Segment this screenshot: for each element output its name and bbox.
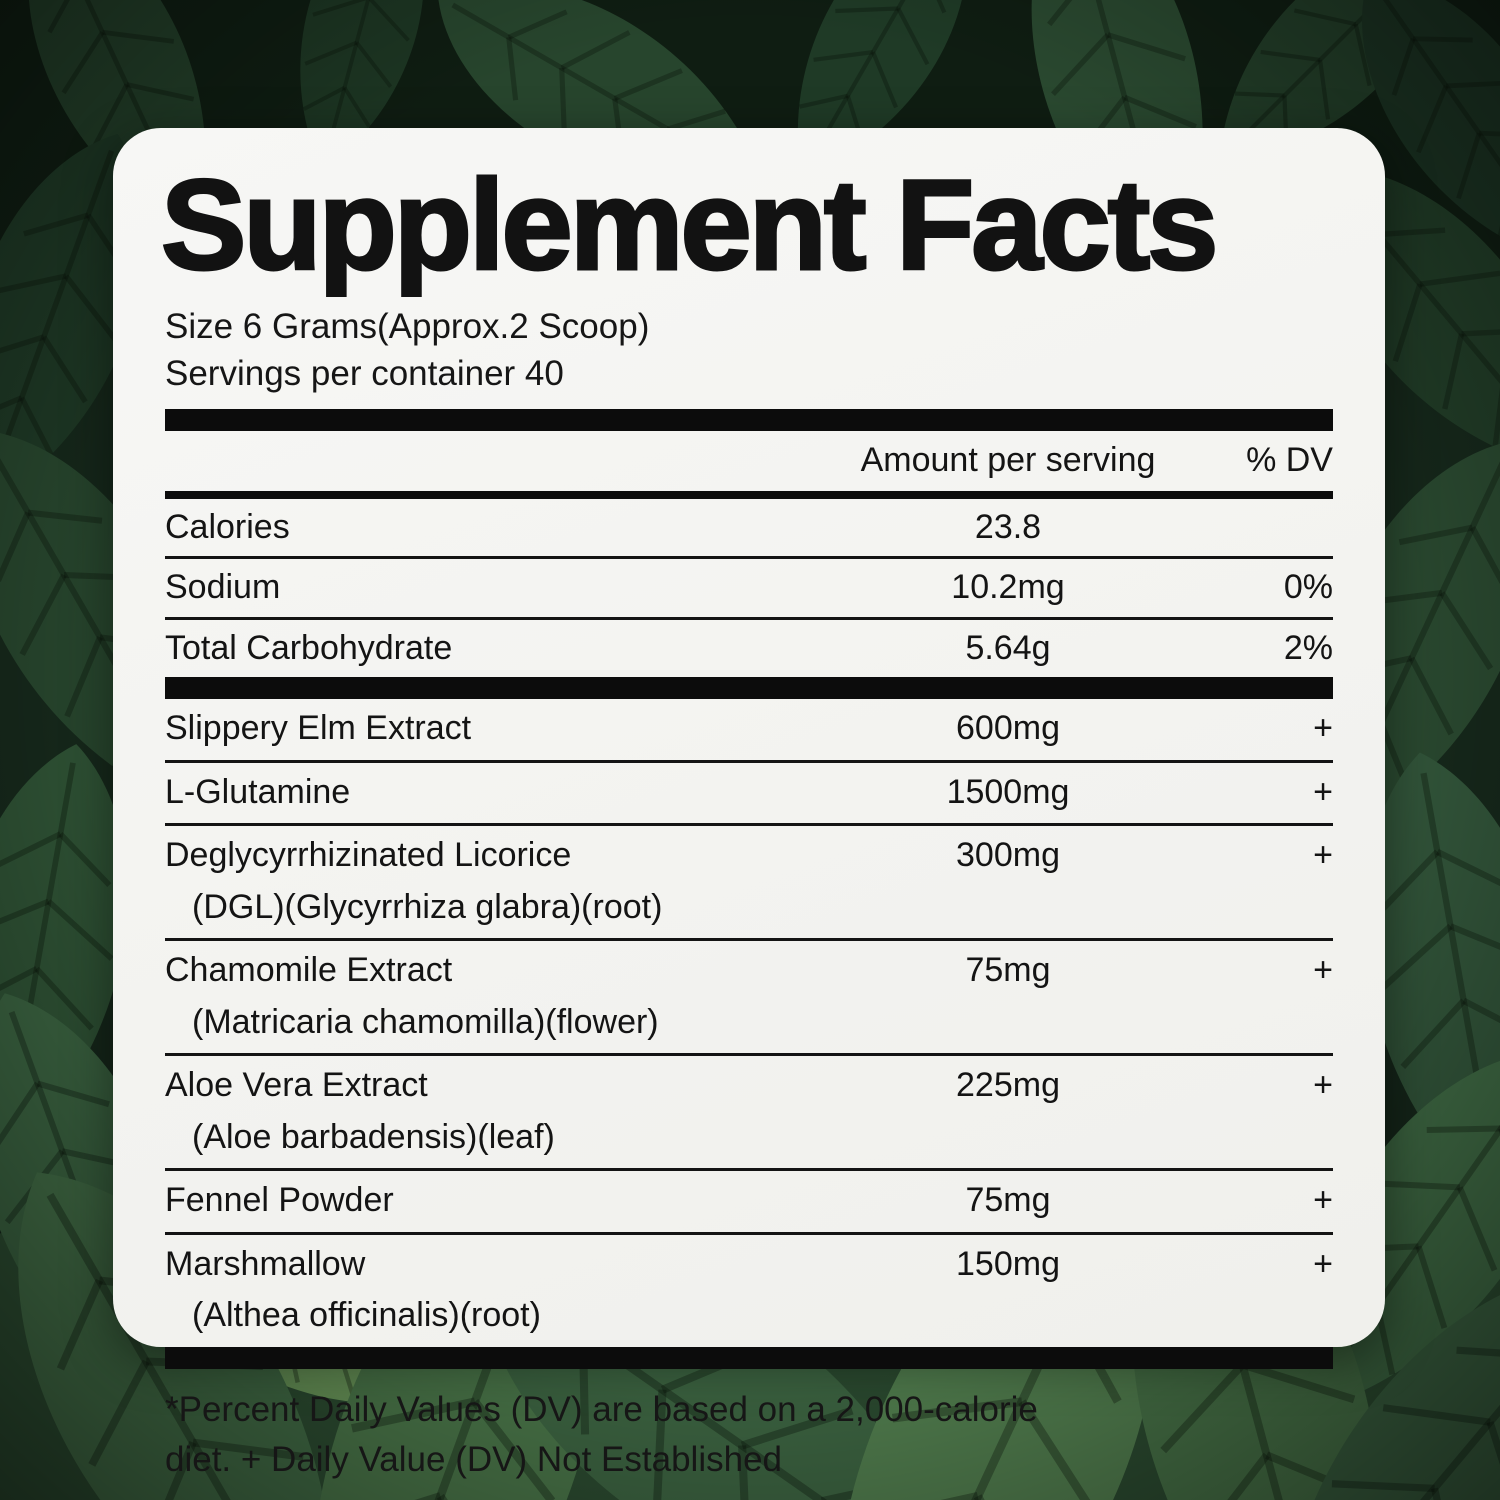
nutrient-name: Total Carbohydrate (165, 628, 453, 667)
footnote-line-2: diet. + Daily Value (DV) Not Established (165, 1439, 782, 1479)
table-row-dgl-licorice: Deglycyrrhizinated Licorice (DGL)(Glycyr… (165, 823, 1333, 938)
ingredient-name: Fennel Powder (165, 1181, 394, 1220)
ingredient-dv: + (1313, 709, 1333, 748)
table-header-row: Amount per serving % DV (165, 431, 1333, 491)
ingredient-amount: 225mg (956, 1066, 1060, 1105)
table-row-slippery-elm: Slippery Elm Extract 600mg + (165, 699, 1333, 760)
nutrient-amount: 10.2mg (951, 568, 1065, 607)
nutrient-amount: 23.8 (974, 507, 1042, 546)
ingredient-name-block: Marshmallow (Althea officinalis)(root) (165, 1243, 843, 1337)
ingredient-amount: 300mg (956, 836, 1060, 875)
ingredient-name: Deglycyrrhizinated Licorice (165, 836, 572, 875)
divider-bar-middle (165, 677, 1333, 700)
table-row-total-carbohydrate: Total Carbohydrate 5.64g 2% (165, 616, 1333, 678)
footnote-line-1: *Percent Daily Values (DV) are based on … (165, 1389, 1038, 1429)
table-row-fennel: Fennel Powder 75mg + (165, 1168, 1333, 1232)
ingredient-name: L-Glutamine (165, 772, 351, 811)
table-row-l-glutamine: L-Glutamine 1500mg + (165, 759, 1333, 824)
ingredient-dv: + (1313, 1066, 1333, 1105)
nutrient-name: Calories (165, 507, 290, 546)
ingredient-dv: + (1313, 1181, 1333, 1220)
servings-per-container-text: Servings per container 40 (165, 353, 564, 393)
ingredient-name: Marshmallow (165, 1244, 366, 1283)
ingredient-name: Chamomile Extract (165, 951, 453, 990)
serving-size-text: Size 6 Grams(Approx.2 Scoop) (165, 307, 650, 346)
ingredient-dv: + (1313, 1244, 1333, 1283)
ingredient-name: Aloe Vera Extract (165, 1066, 428, 1105)
divider-bar-header (165, 490, 1333, 499)
header-amount-per-serving: Amount per serving (860, 441, 1156, 480)
ingredient-dv: + (1313, 951, 1333, 990)
ingredient-dv: + (1313, 772, 1333, 811)
ingredient-amount: 75mg (965, 1181, 1051, 1220)
ingredient-name-block: Chamomile Extract (Matricaria chamomilla… (165, 949, 843, 1043)
ingredient-amount: 75mg (965, 951, 1051, 990)
ingredient-botanical-name: (Aloe barbadensis)(leaf) (192, 1117, 555, 1156)
ingredient-dv: + (1313, 836, 1333, 875)
ingredient-botanical-name: (Matricaria chamomilla)(flower) (192, 1002, 659, 1041)
ingredient-name-block: Aloe Vera Extract (Aloe barbadensis)(lea… (165, 1064, 843, 1158)
ingredient-botanical-name: (DGL)(Glycyrrhiza glabra)(root) (192, 887, 663, 926)
ingredient-amount: 600mg (956, 709, 1060, 748)
divider-bar-top (165, 409, 1333, 432)
nutrient-dv: 0% (1283, 568, 1333, 607)
table-row-marshmallow: Marshmallow (Althea officinalis)(root) 1… (165, 1231, 1333, 1347)
ingredient-name-block: Deglycyrrhizinated Licorice (DGL)(Glycyr… (165, 834, 843, 928)
nutrient-amount: 5.64g (965, 628, 1051, 667)
divider-bar-bottom (165, 1346, 1333, 1369)
page-title: Supplement Facts (160, 154, 1220, 297)
nutrient-dv: 2% (1283, 628, 1333, 667)
header-percent-dv: % DV (1246, 441, 1333, 480)
table-row-aloe-vera: Aloe Vera Extract (Aloe barbadensis)(lea… (165, 1053, 1333, 1168)
table-row-calories: Calories 23.8 (165, 499, 1333, 557)
ingredient-amount: 150mg (956, 1244, 1060, 1283)
supplement-facts-panel: Supplement Facts Size 6 Grams(Approx.2 S… (113, 128, 1385, 1479)
table-row-chamomile: Chamomile Extract (Matricaria chamomilla… (165, 938, 1333, 1053)
footnote-text: *Percent Daily Values (DV) are based on … (165, 1385, 1333, 1485)
ingredient-botanical-name: (Althea officinalis)(root) (192, 1296, 541, 1335)
table-row-sodium: Sodium 10.2mg 0% (165, 556, 1333, 617)
ingredient-name: Slippery Elm Extract (165, 709, 472, 748)
ingredient-amount: 1500mg (946, 772, 1070, 811)
nutrient-name: Sodium (165, 568, 281, 607)
